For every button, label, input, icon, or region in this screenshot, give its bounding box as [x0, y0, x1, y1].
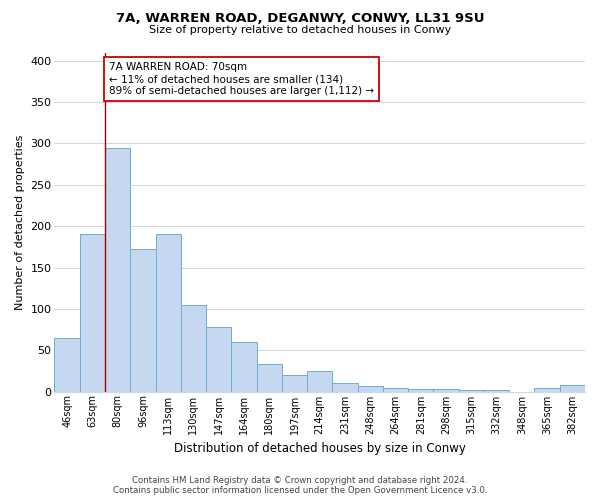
Bar [206, 327, 232, 392]
Bar [458, 390, 484, 392]
Text: Contains HM Land Registry data © Crown copyright and database right 2024.
Contai: Contains HM Land Registry data © Crown c… [113, 476, 487, 495]
Y-axis label: Number of detached properties: Number of detached properties [15, 134, 25, 310]
Text: 7A, WARREN ROAD, DEGANWY, CONWY, LL31 9SU: 7A, WARREN ROAD, DEGANWY, CONWY, LL31 9S… [116, 12, 484, 26]
Text: Size of property relative to detached houses in Conwy: Size of property relative to detached ho… [149, 25, 451, 35]
Bar [55, 338, 80, 392]
Bar [105, 148, 130, 392]
Bar [535, 388, 560, 392]
Bar [560, 385, 585, 392]
Bar [358, 386, 383, 392]
Bar [332, 384, 358, 392]
Bar [383, 388, 408, 392]
Bar [181, 305, 206, 392]
Bar [130, 250, 155, 392]
Text: 7A WARREN ROAD: 70sqm
← 11% of detached houses are smaller (134)
89% of semi-det: 7A WARREN ROAD: 70sqm ← 11% of detached … [109, 62, 374, 96]
Bar [484, 390, 509, 392]
Bar [433, 389, 458, 392]
Bar [307, 371, 332, 392]
Bar [155, 234, 181, 392]
Bar [80, 234, 105, 392]
Bar [257, 364, 282, 392]
X-axis label: Distribution of detached houses by size in Conwy: Distribution of detached houses by size … [174, 442, 466, 455]
Bar [282, 375, 307, 392]
Bar [408, 389, 433, 392]
Bar [232, 342, 257, 392]
